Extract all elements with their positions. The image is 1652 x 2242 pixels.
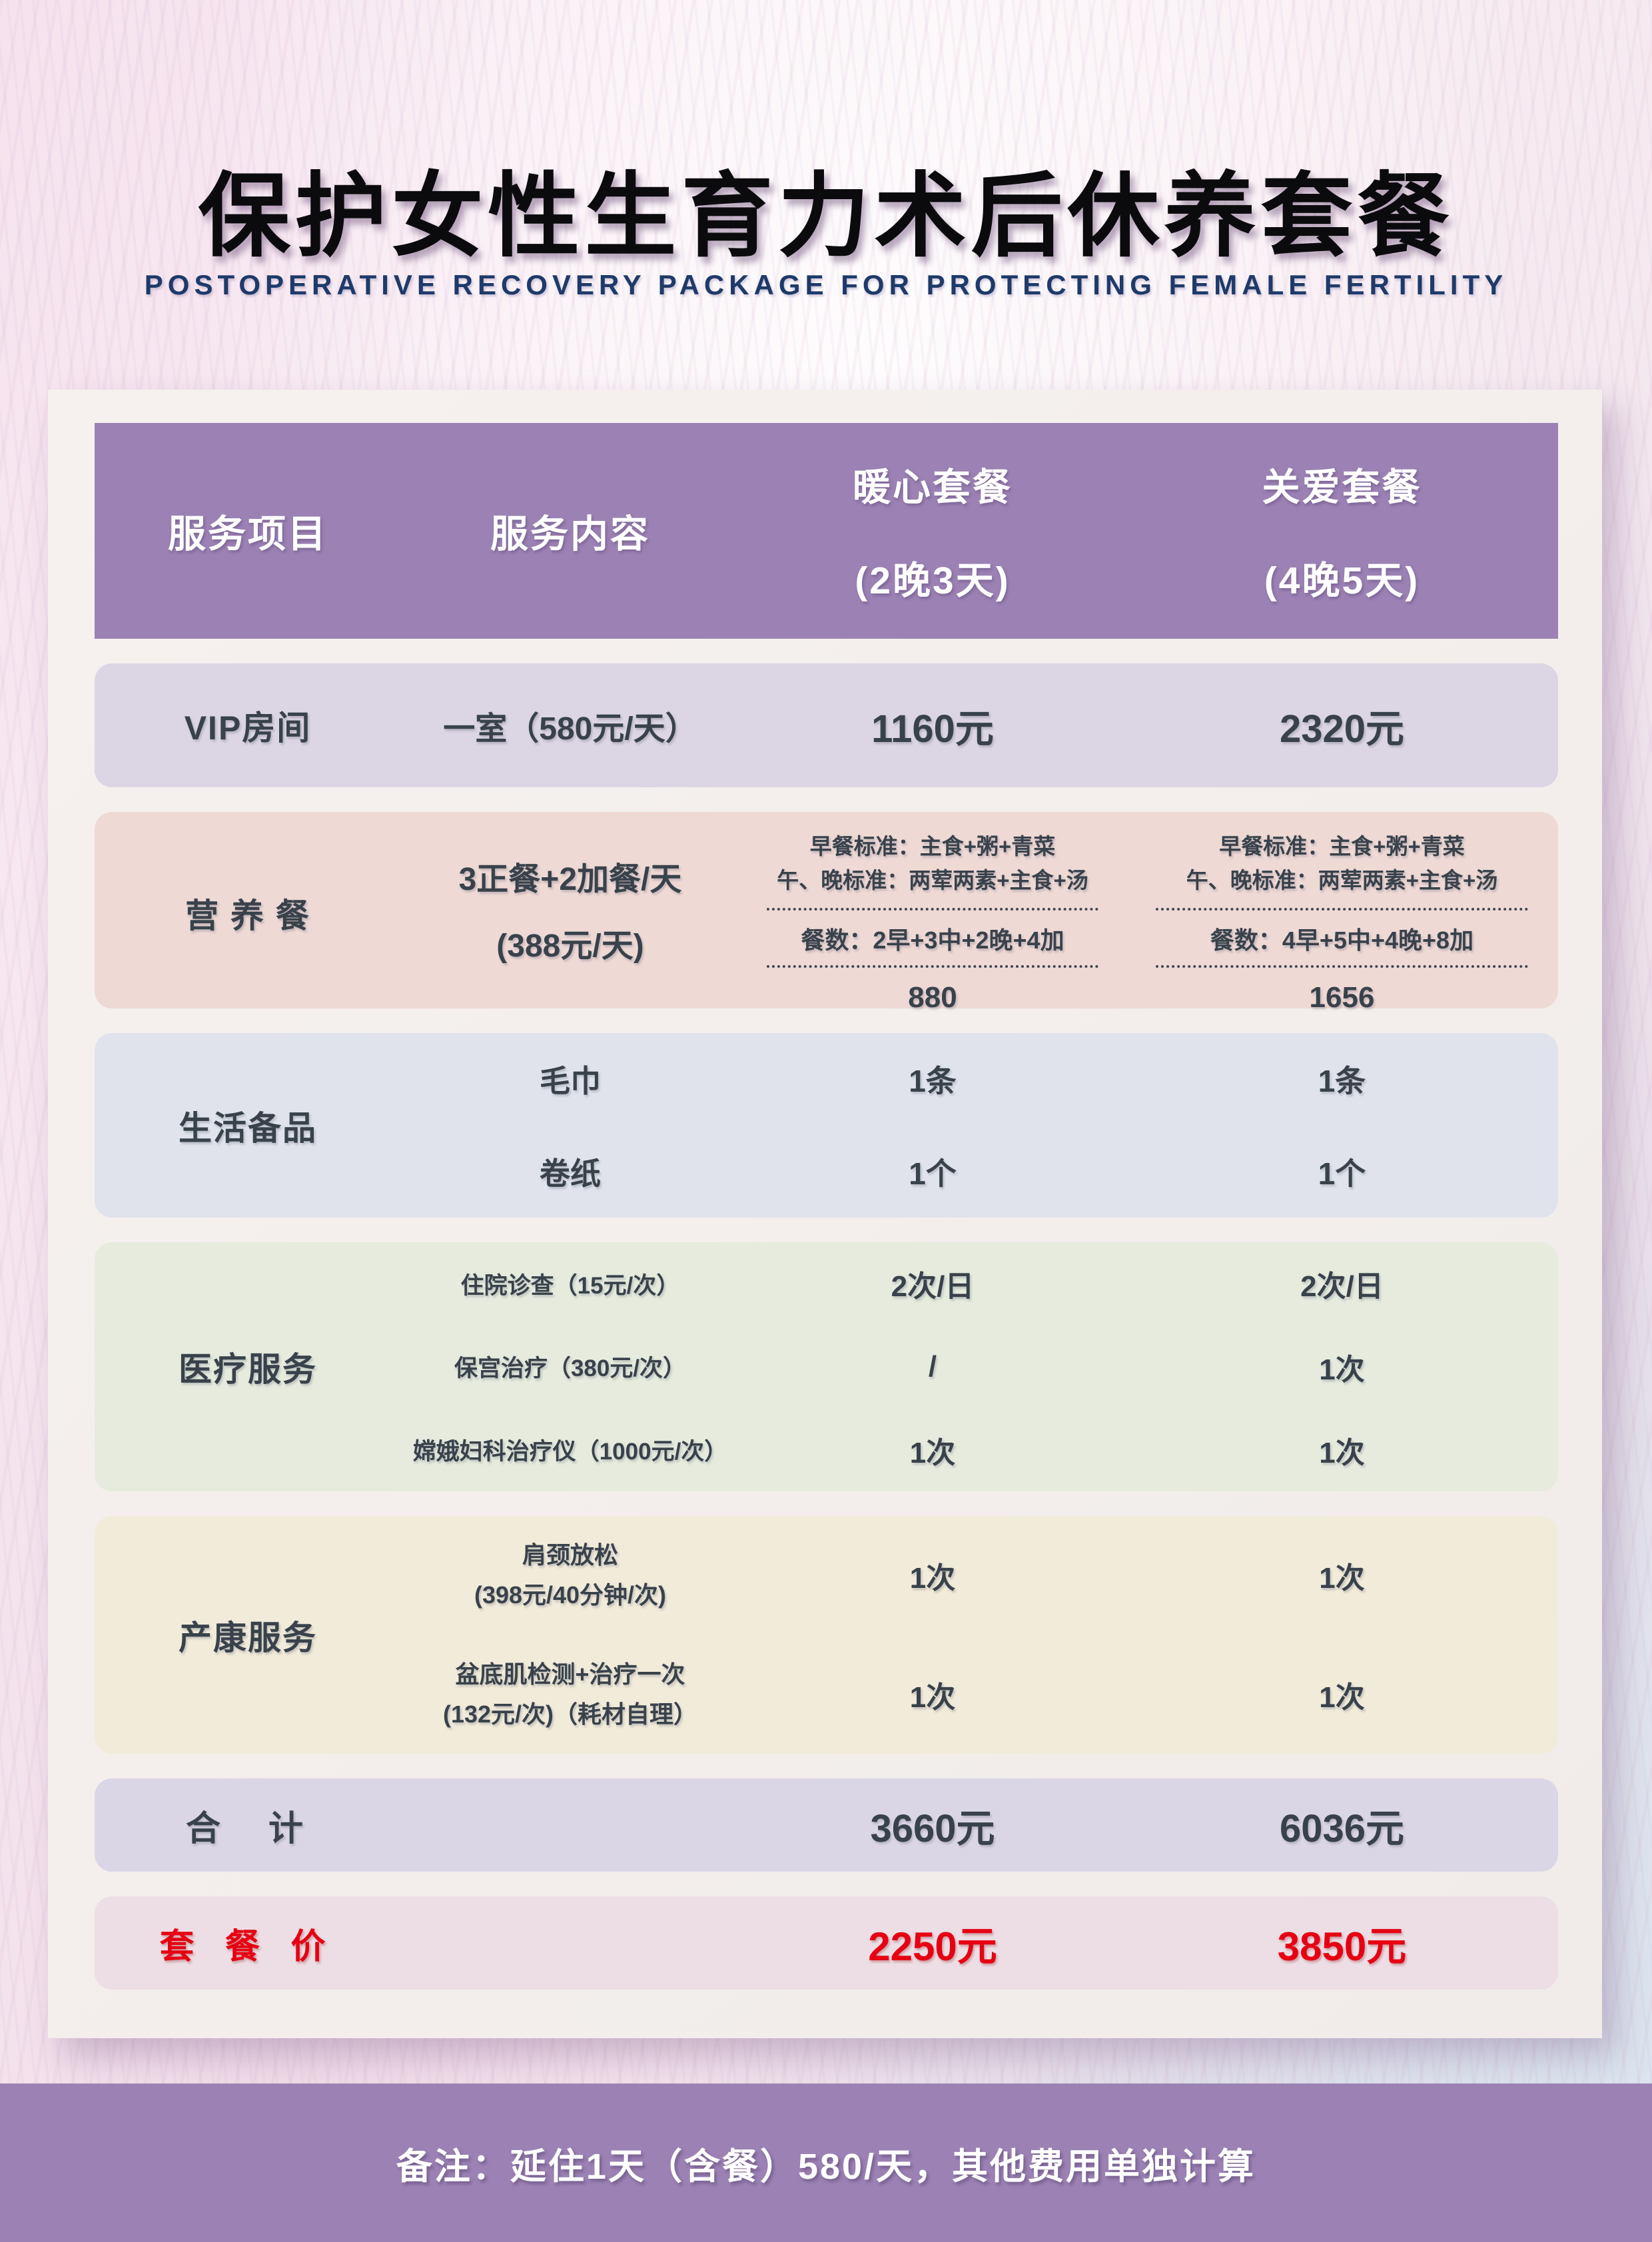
meal-warm-total: 880	[908, 981, 957, 1014]
total-warm-price: 3660元	[870, 1807, 995, 1850]
medical-services-label: 医疗服务	[179, 1350, 317, 1388]
postpartum-item-name: 盆底肌检测+治疗一次	[455, 1660, 685, 1688]
daily-supplies-label: 生活备品	[179, 1109, 317, 1147]
medical-item-content: 保宫治疗（380元/次）	[454, 1355, 687, 1382]
package-price-empty-cell	[401, 1896, 739, 1990]
total-label: 合 计	[185, 1809, 310, 1848]
vip-room-label: VIP房间	[184, 709, 312, 747]
dotted-divider	[766, 965, 1099, 968]
daily-item-warm: 1个	[909, 1156, 957, 1191]
daily-item-content: 毛巾	[540, 1064, 601, 1099]
postpartum-item-content: 肩颈放松 (398元/40分钟/次)	[401, 1516, 739, 1635]
care-package-nights: (4晚5天)	[1264, 560, 1420, 602]
daily-item-care: 1个	[1318, 1156, 1366, 1191]
postpartum-item-content: 盆底肌检测+治疗一次 (132元/次)（耗材自理）	[401, 1635, 739, 1754]
dotted-divider	[1156, 908, 1528, 911]
header-service-item: 服务项目	[168, 513, 328, 556]
medical-item-warm: 1次	[909, 1436, 956, 1469]
package-table: 服务项目 服务内容 暖心套餐 (2晚3天) 关爱套餐 (4晚5天) VIP房间 …	[95, 423, 1558, 1990]
header-service-content: 服务内容	[490, 513, 650, 556]
meal-content: 3正餐+2加餐/天 (388元/天)	[401, 812, 739, 1014]
postpartum-item-care: 1次	[1319, 1562, 1365, 1595]
postpartum-item-warm: 1次	[909, 1681, 956, 1714]
package-price-warm: 2250元	[868, 1924, 997, 1969]
meal-care-breakfast-standard: 早餐标准：主食+粥+青菜	[1219, 834, 1465, 859]
total-care-price: 6036元	[1279, 1807, 1405, 1850]
header-care-package: 关爱套餐 (4晚5天)	[1126, 423, 1558, 639]
meal-care-detail: 早餐标准：主食+粥+青菜 午、晚标准：两荤两素+主食+汤 餐数：4早+5中+4晚…	[1126, 812, 1558, 1014]
postpartum-item-name: 肩颈放松	[522, 1541, 618, 1569]
vip-room-content: 一室（580元/天）	[443, 711, 697, 747]
daily-item-care: 1条	[1318, 1064, 1366, 1099]
vip-room-care-price: 2320元	[1279, 707, 1405, 751]
postpartum-item-care: 1次	[1319, 1681, 1365, 1714]
page-subtitle: POSTOPERATIVE RECOVERY PACKAGE FOR PROTE…	[144, 269, 1508, 300]
table-header-row: 服务项目 服务内容 暖心套餐 (2晚3天) 关爱套餐 (4晚5天)	[95, 423, 1558, 639]
row-vip-room: VIP房间 一室（580元/天） 1160元 2320元	[95, 663, 1558, 787]
medical-item-warm: /	[928, 1349, 937, 1383]
row-total: 合 计 3660元 6036元	[95, 1778, 1558, 1872]
meal-care-lunch-dinner-standard: 午、晚标准：两荤两素+主食+汤	[1186, 868, 1498, 893]
row-medical-services: 医疗服务 住院诊查（15元/次） 2次/日 2次/日 保宫治疗（380元/次） …	[95, 1242, 1558, 1491]
package-price-label: 套 餐 价	[159, 1927, 336, 1966]
note-text: 备注：延住1天（含餐）580/天，其他费用单独计算	[396, 2146, 1256, 2187]
meal-content-line1: 3正餐+2加餐/天	[458, 862, 682, 898]
postpartum-services-label: 产康服务	[179, 1619, 317, 1657]
meal-content-line2: (388元/天)	[496, 929, 644, 964]
medical-item-care: 1次	[1319, 1353, 1365, 1386]
row-nutrition-meal: 营 养 餐 3正餐+2加餐/天 (388元/天) 早餐标准：主食+粥+青菜 午、…	[95, 812, 1558, 1014]
postpartum-item-warm: 1次	[909, 1562, 956, 1595]
note-bar: 备注：延住1天（含餐）580/天，其他费用单独计算	[0, 2083, 1652, 2242]
care-package-name: 关爱套餐	[1262, 466, 1422, 509]
row-postpartum-services: 产康服务 肩颈放松 (398元/40分钟/次) 1次 1次 盆底肌检测+治疗一次…	[95, 1516, 1558, 1754]
daily-item-warm: 1条	[909, 1064, 957, 1099]
postpartum-item-price: (398元/40分钟/次)	[474, 1581, 667, 1609]
meal-care-total: 1656	[1309, 981, 1375, 1014]
medical-item-care: 2次/日	[1300, 1270, 1384, 1304]
daily-item-content: 卷纸	[540, 1156, 601, 1191]
package-table-card: 服务项目 服务内容 暖心套餐 (2晚3天) 关爱套餐 (4晚5天) VIP房间 …	[48, 390, 1602, 2038]
medical-item-warm: 2次/日	[891, 1270, 975, 1304]
row-package-price: 套 餐 价 2250元 3850元	[95, 1896, 1558, 1990]
dotted-divider	[1156, 965, 1528, 968]
meal-warm-count: 餐数：2早+3中+2晚+4加	[801, 927, 1064, 954]
page-title: 保护女性生育力术后休养套餐	[198, 165, 1454, 268]
warm-package-name: 暖心套餐	[853, 466, 1013, 509]
dotted-divider	[766, 908, 1099, 911]
warm-package-nights: (2晚3天)	[855, 560, 1011, 602]
meal-warm-detail: 早餐标准：主食+粥+青菜 午、晚标准：两荤两素+主食+汤 餐数：2早+3中+2晚…	[739, 812, 1126, 1014]
meal-label: 营 养 餐	[185, 897, 310, 935]
package-price-care: 3850元	[1277, 1924, 1407, 1969]
medical-item-care: 1次	[1319, 1436, 1365, 1469]
meal-warm-lunch-dinner-standard: 午、晚标准：两荤两素+主食+汤	[777, 868, 1088, 893]
medical-item-content: 嫦娥妇科治疗仪（1000元/次）	[412, 1439, 728, 1465]
total-empty-cell	[401, 1778, 739, 1872]
header-warm-package: 暖心套餐 (2晚3天)	[739, 423, 1126, 639]
meal-care-count: 餐数：4早+5中+4晚+8加	[1210, 927, 1474, 954]
medical-item-content: 住院诊查（15元/次）	[460, 1272, 680, 1299]
meal-warm-breakfast-standard: 早餐标准：主食+粥+青菜	[809, 834, 1056, 859]
postpartum-item-price: (132元/次)（耗材自理）	[442, 1700, 698, 1728]
vip-room-warm-price: 1160元	[871, 707, 994, 751]
row-daily-supplies: 生活备品 毛巾 1条 1条 卷纸 1个 1个	[95, 1033, 1558, 1218]
